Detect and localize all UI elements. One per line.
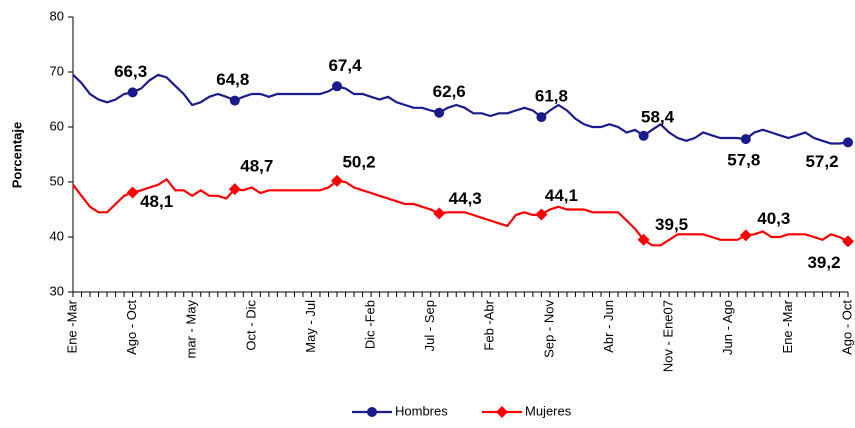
y-axis-label: Porcentaje: [9, 122, 24, 188]
x-tick-label: Feb -Abr: [482, 299, 497, 350]
x-tick-label: Ago - Oct: [839, 300, 854, 355]
point-marker: [367, 407, 377, 417]
legend-label: Hombres: [395, 403, 448, 418]
data-label: 39,5: [655, 215, 688, 234]
data-label: 39,2: [807, 253, 840, 272]
data-label: 64,8: [216, 70, 249, 89]
data-label: 48,7: [240, 157, 273, 176]
x-tick-label: mar - May: [184, 300, 199, 359]
y-tick-label: 80: [50, 8, 64, 23]
point-marker: [637, 233, 650, 246]
y-tick-label: 40: [50, 228, 64, 243]
point-marker: [331, 174, 344, 187]
x-tick-label: Jun - Ago: [720, 300, 735, 355]
legend-label: Mujeres: [525, 403, 572, 418]
point-marker: [535, 208, 548, 221]
point-marker: [229, 95, 240, 106]
data-label: 61,8: [535, 87, 568, 106]
series-line: [72, 73, 849, 145]
data-label: 44,1: [545, 186, 578, 205]
x-tick-label: Ene -Mar: [64, 299, 79, 353]
point-marker: [638, 130, 649, 141]
series-line: [72, 177, 849, 247]
x-tick-label: Oct - Dic: [243, 300, 258, 351]
x-tick-label: Ago - Oct: [124, 300, 139, 355]
point-marker: [228, 183, 241, 196]
point-marker: [127, 87, 138, 98]
x-tick-label: Dic -Feb: [363, 300, 378, 349]
point-marker: [843, 137, 853, 148]
x-tick-label: Nov - Ene07: [661, 300, 676, 372]
y-tick-label: 30: [50, 283, 64, 298]
point-marker: [332, 81, 343, 92]
point-marker: [536, 112, 547, 123]
data-label: 44,3: [449, 189, 482, 208]
data-label: 57,8: [727, 151, 760, 170]
point-marker: [126, 186, 139, 199]
x-tick-label: Sep - Nov: [541, 300, 556, 358]
data-label: 48,1: [140, 192, 173, 211]
x-tick-label: May - Jul: [303, 300, 318, 353]
y-tick-label: 50: [50, 173, 64, 188]
data-label: 66,3: [114, 62, 147, 81]
point-marker: [433, 207, 446, 220]
x-tick-label: Ene -Mar: [780, 299, 795, 353]
point-marker: [496, 406, 508, 418]
data-label: 50,2: [342, 152, 375, 171]
point-marker: [739, 229, 752, 242]
y-tick-label: 70: [50, 63, 64, 78]
y-tick-label: 60: [50, 118, 64, 133]
data-label: 62,6: [433, 82, 466, 101]
point-marker: [434, 107, 445, 118]
x-tick-label: Abr - Jun: [601, 300, 616, 353]
data-label: 58,4: [641, 107, 675, 126]
point-marker: [740, 134, 751, 145]
data-label: 57,2: [805, 152, 838, 171]
x-tick-label: Jul - Sep: [422, 300, 437, 351]
data-label: 40,3: [757, 209, 790, 228]
point-marker: [842, 235, 854, 248]
data-label: 67,4: [328, 56, 362, 75]
